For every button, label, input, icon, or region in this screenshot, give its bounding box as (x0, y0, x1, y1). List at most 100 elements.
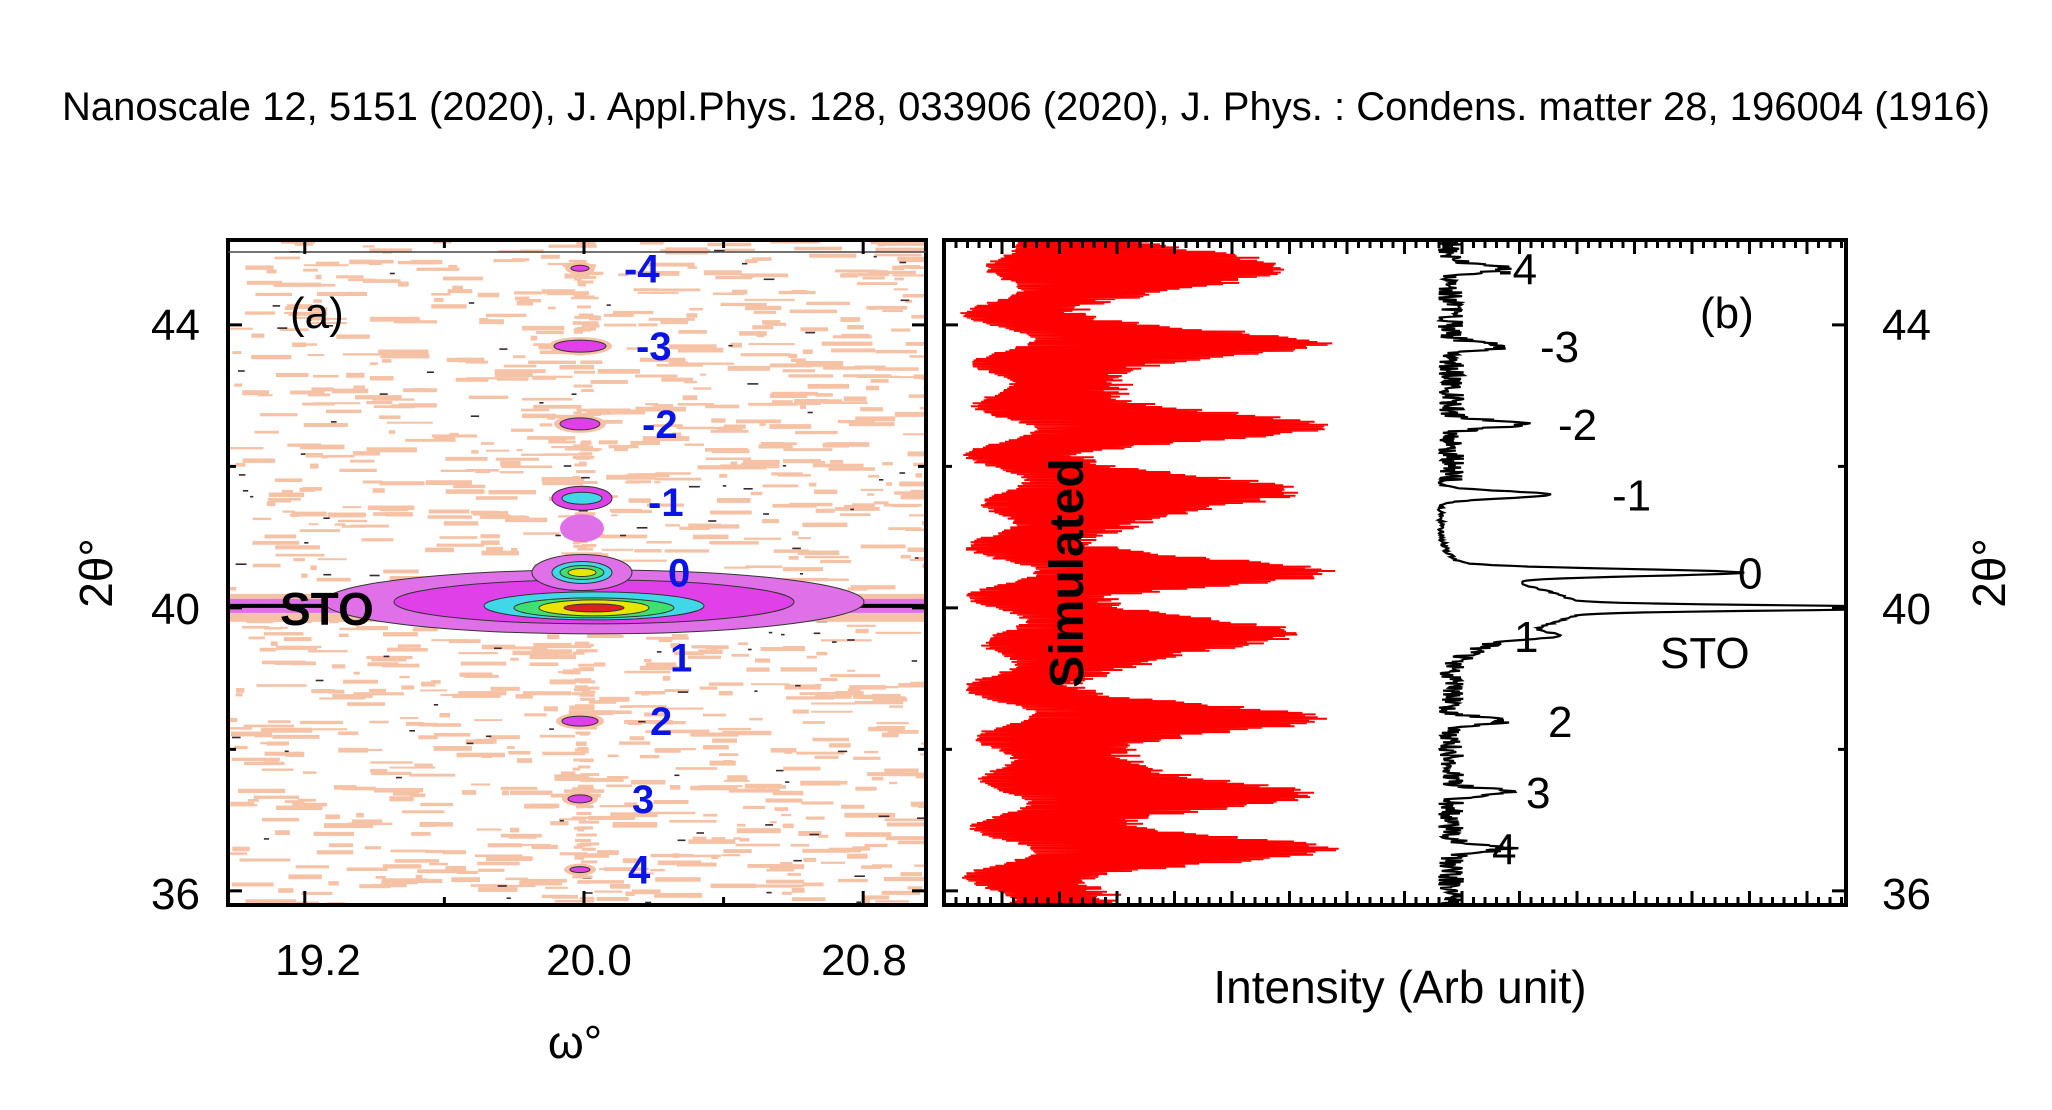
noise-streak (294, 316, 323, 319)
noise-speckle (785, 781, 790, 783)
noise-streak (634, 872, 654, 875)
noise-streak (645, 730, 669, 733)
noise-speckle (396, 776, 402, 779)
noise-streak (653, 424, 683, 428)
noise-streak (252, 540, 300, 545)
noise-streak (445, 866, 466, 871)
noise-streak (794, 246, 842, 251)
noise-streak (597, 369, 640, 374)
noise-streak (529, 662, 559, 666)
noise-streak (417, 869, 467, 874)
noise-streak (308, 523, 319, 526)
noise-streak (860, 488, 884, 491)
noise-streak (703, 813, 718, 817)
noise-streak (630, 440, 660, 445)
satellite-contour (559, 417, 601, 431)
noise-streak (711, 837, 726, 840)
noise-streak (780, 861, 793, 867)
noise-streak (792, 897, 826, 901)
noise-streak (532, 375, 556, 380)
noise-streak (300, 444, 345, 450)
noise-streak (674, 651, 704, 656)
noise-speckle (714, 249, 725, 252)
noise-streak (405, 722, 425, 726)
peak-label-a: -4 (624, 247, 660, 291)
noise-streak (682, 395, 698, 401)
noise-streak (366, 400, 393, 405)
noise-streak (805, 816, 825, 820)
peak-label-a: -1 (648, 481, 684, 525)
noise-streak (523, 532, 560, 535)
noise-streak (789, 309, 838, 314)
noise-streak (908, 266, 926, 269)
y-axis-title-left: 2θ° (70, 538, 122, 608)
noise-streak (892, 265, 905, 271)
noise-streak (329, 620, 339, 624)
noise-speckle (677, 839, 686, 842)
noise-streak (654, 892, 703, 898)
noise-streak (905, 299, 913, 303)
noise-streak (260, 742, 281, 745)
noise-streak (505, 517, 548, 523)
noise-streak (665, 707, 704, 710)
noise-streak (578, 880, 624, 884)
noise-streak (575, 741, 587, 746)
noise-streak (427, 515, 472, 519)
noise-streak (480, 540, 500, 545)
noise-streak (648, 317, 695, 321)
noise-streak (356, 812, 364, 818)
noise-streak (346, 867, 388, 871)
noise-streak (486, 449, 510, 452)
noise-streak (270, 641, 278, 646)
satellite-contour (561, 491, 603, 505)
ridge-streak (577, 547, 594, 551)
noise-streak (631, 779, 666, 785)
noise-streak (844, 812, 896, 818)
noise-streak (383, 569, 419, 574)
ridge-streak (580, 413, 601, 416)
ridge-streak (572, 651, 585, 655)
noise-streak (501, 465, 553, 469)
noise-speckle (809, 833, 820, 836)
noise-speckle (768, 631, 773, 634)
noise-streak (317, 291, 368, 296)
noise-speckle (559, 819, 564, 822)
noise-streak (854, 700, 904, 705)
noise-speckle (708, 520, 717, 522)
noise-streak (409, 793, 426, 798)
ridge-streak (572, 777, 594, 781)
noise-streak (716, 498, 751, 503)
noise-streak (840, 513, 871, 517)
noise-speckle (555, 534, 561, 537)
noise-streak (522, 325, 565, 331)
noise-streak (299, 529, 341, 533)
noise-streak (760, 647, 806, 652)
noise-streak (559, 852, 588, 856)
noise-streak (362, 245, 375, 248)
noise-streak (781, 891, 792, 895)
noise-streak (602, 534, 648, 539)
noise-streak (379, 481, 425, 486)
noise-streak (471, 783, 491, 786)
noise-streak (431, 434, 477, 438)
noise-streak (722, 730, 772, 736)
noise-streak (392, 792, 420, 796)
noise-streak (909, 355, 926, 358)
noise-streak (723, 849, 752, 853)
ridge-streak (573, 787, 595, 791)
noise-streak (429, 862, 449, 866)
noise-streak (291, 511, 327, 517)
noise-streak (275, 830, 290, 835)
noise-streak (599, 696, 630, 702)
noise-streak (788, 374, 834, 378)
noise-streak (744, 298, 795, 301)
noise-streak (559, 818, 587, 821)
x-axis-title-a: ω° (548, 1016, 602, 1068)
noise-streak (328, 843, 354, 848)
noise-speckle (330, 421, 337, 423)
noise-streak (771, 472, 803, 476)
noise-streak (406, 648, 428, 652)
noise-streak (816, 651, 828, 656)
noise-streak (862, 895, 890, 900)
